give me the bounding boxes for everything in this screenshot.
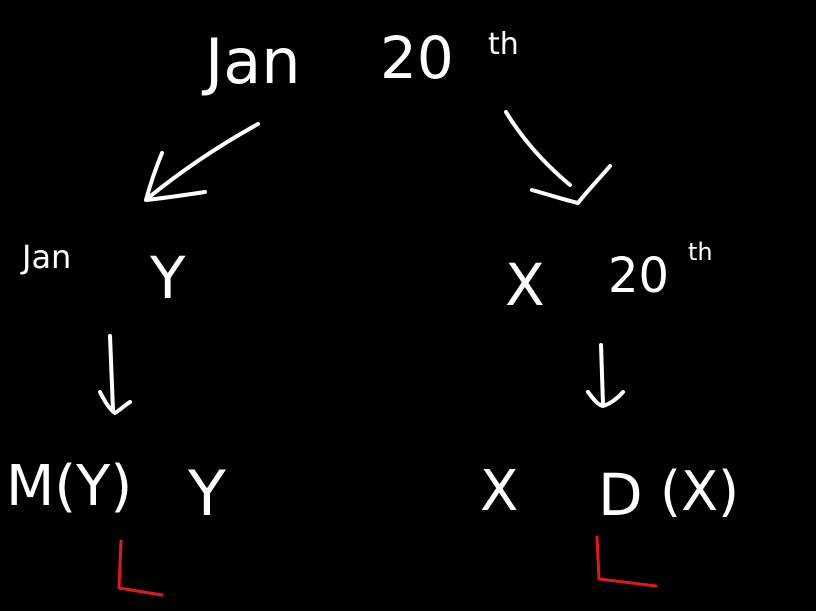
arrow-shaft: [108, 334, 115, 412]
arrow-head: [98, 390, 132, 415]
right-step1-suffix: th: [688, 238, 713, 266]
arrow-shaft: [504, 110, 572, 187]
root-node: Jan 20 th: [201, 24, 519, 98]
left-step2-var: Y: [187, 457, 226, 530]
right-step2-expr: D: [598, 461, 643, 529]
arrow-shaft: [599, 343, 605, 406]
arrow-right-step1-to-step2: [586, 343, 625, 408]
arrow-root-to-right: [504, 110, 612, 205]
arrow-left-step1-to-step2: [98, 334, 132, 415]
right-step2-arg: (X): [660, 460, 739, 523]
right-step2: X D (X): [480, 459, 739, 529]
left-step1: Jan Y: [20, 238, 186, 312]
left-step2: M(Y) Y: [6, 454, 226, 530]
left-red-corner-mark: [117, 539, 164, 597]
root-month: Jan: [201, 25, 301, 98]
right-step1: X 20 th: [505, 238, 713, 319]
left-step1-month: Jan: [20, 238, 71, 276]
arrow-head: [530, 164, 612, 205]
arrow-head: [144, 151, 207, 202]
left-step1-var: Y: [149, 244, 186, 312]
left-step2-expr: M(Y): [6, 454, 132, 519]
right-step2-var: X: [480, 459, 518, 524]
arrow-root-to-left: [144, 122, 260, 202]
right-step1-day: 20: [608, 248, 669, 304]
root-day: 20: [380, 24, 454, 92]
right-red-corner-mark: [595, 535, 658, 588]
arrow-shaft: [146, 122, 260, 200]
arrow-head: [586, 390, 625, 408]
right-step1-var: X: [505, 251, 545, 319]
root-day-suffix: th: [488, 27, 519, 62]
